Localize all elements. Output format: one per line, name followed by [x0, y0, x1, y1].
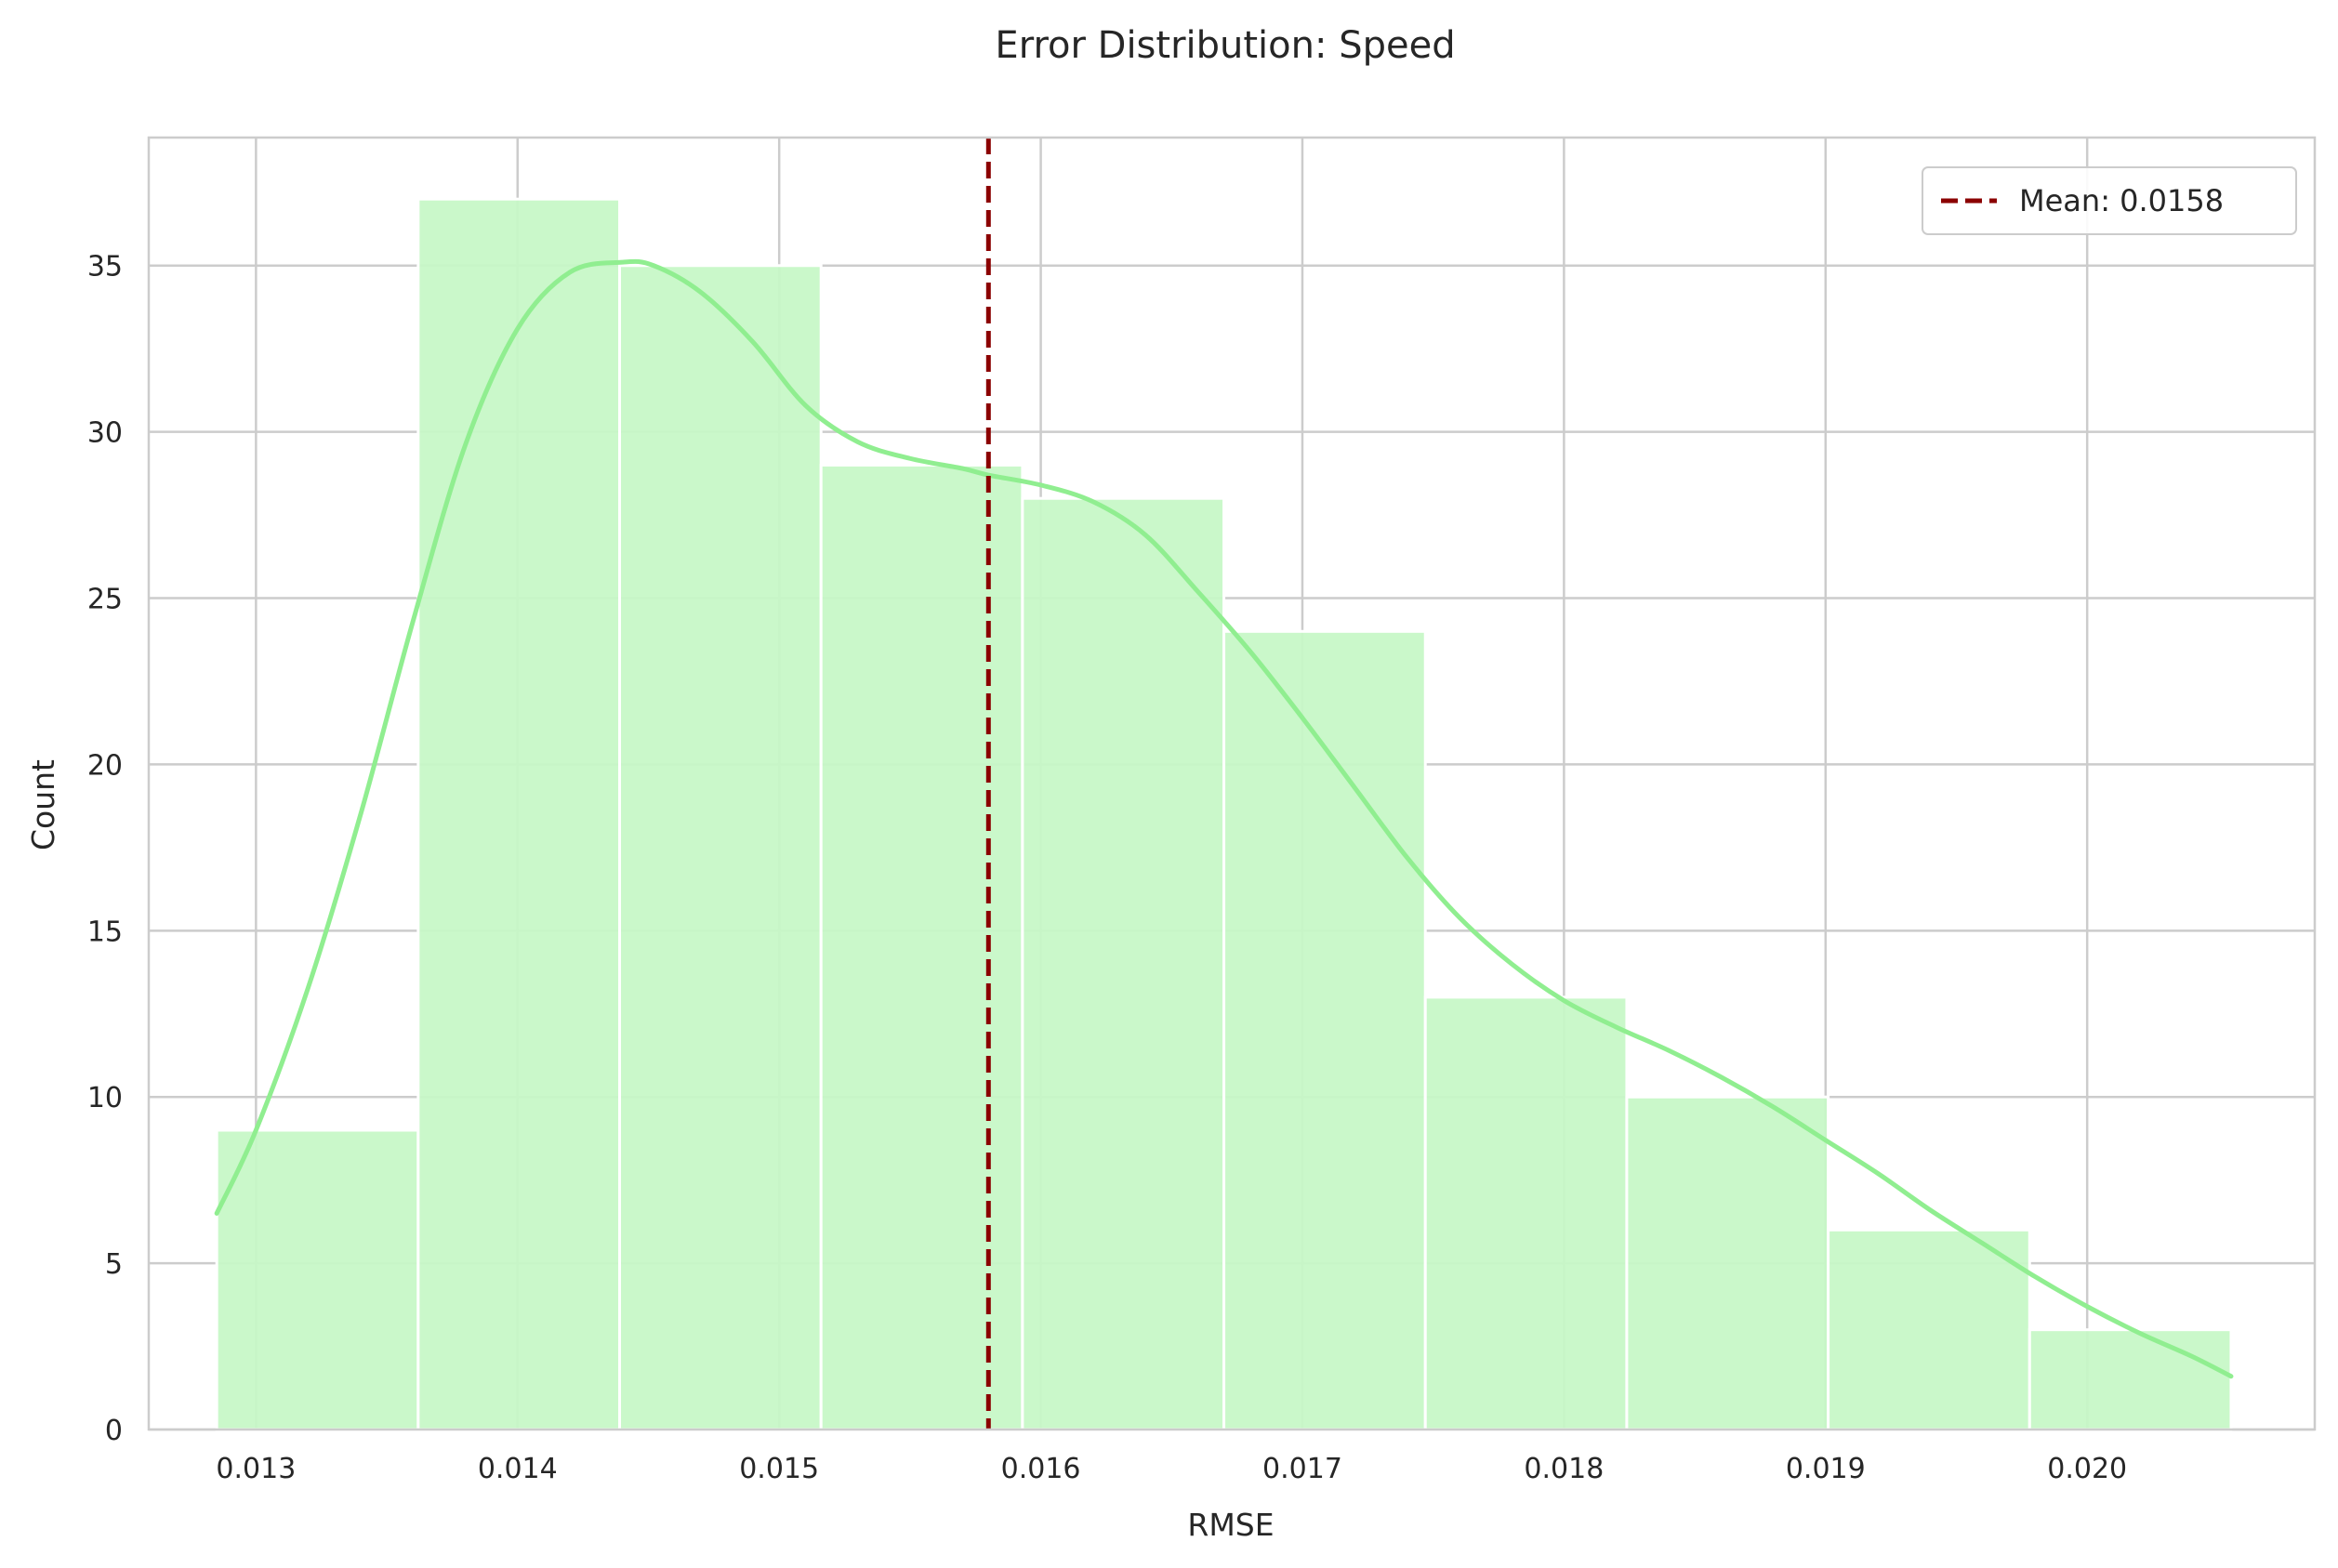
x-tick-label: 0.014	[478, 1453, 558, 1485]
histogram-bar	[1423, 995, 1629, 1431]
x-axis-ticks: 0.013 0.014 0.015 0.016 0.017 0.018 0.019 0.020	[216, 1453, 2127, 1485]
histogram-bars	[215, 197, 2233, 1431]
legend-box	[1922, 166, 2297, 235]
x-tick-label: 0.015	[739, 1453, 819, 1485]
y-tick-label: 25	[87, 584, 123, 616]
histogram-bar	[1827, 1228, 2031, 1431]
y-tick-label: 10	[87, 1082, 123, 1114]
kde-curve	[214, 258, 2234, 1379]
x-tick-label: 0.013	[216, 1453, 296, 1485]
y-axis-ticks: 0 5 10 15 20 25 30 35	[87, 251, 123, 1447]
y-tick-label: 15	[87, 916, 123, 948]
x-tick-label: 0.020	[2047, 1453, 2127, 1485]
histogram-bar	[819, 463, 1024, 1431]
x-tick-label: 0.016	[1001, 1453, 1081, 1485]
axes-border	[147, 136, 2317, 1431]
x-axis-label: RMSE	[1187, 1507, 1274, 1543]
y-axis-label: Count	[25, 759, 61, 850]
y-tick-label: 0	[105, 1415, 123, 1447]
y-tick-label: 5	[105, 1248, 123, 1281]
y-tick-label: 30	[87, 417, 123, 450]
kde-curve-group	[214, 258, 2234, 1379]
x-tick-label: 0.019	[1786, 1453, 1866, 1485]
y-tick-label: 35	[87, 251, 123, 283]
histogram-bar	[215, 1128, 420, 1431]
histogram-bar	[2028, 1328, 2233, 1431]
histogram-bar	[1625, 1095, 1830, 1431]
y-tick-label: 20	[87, 749, 123, 782]
histogram-bar	[416, 197, 622, 1431]
histogram-bar	[1021, 496, 1226, 1431]
x-tick-label: 0.017	[1262, 1453, 1342, 1485]
legend: Mean: 0.0158	[1922, 166, 2297, 235]
legend-mean-label: Mean: 0.0158	[2019, 183, 2224, 218]
axes-frame	[147, 136, 2317, 1431]
histogram-bar	[618, 264, 823, 1431]
chart-title: Error Distribution: Speed	[995, 24, 1455, 67]
x-tick-label: 0.018	[1524, 1453, 1604, 1485]
